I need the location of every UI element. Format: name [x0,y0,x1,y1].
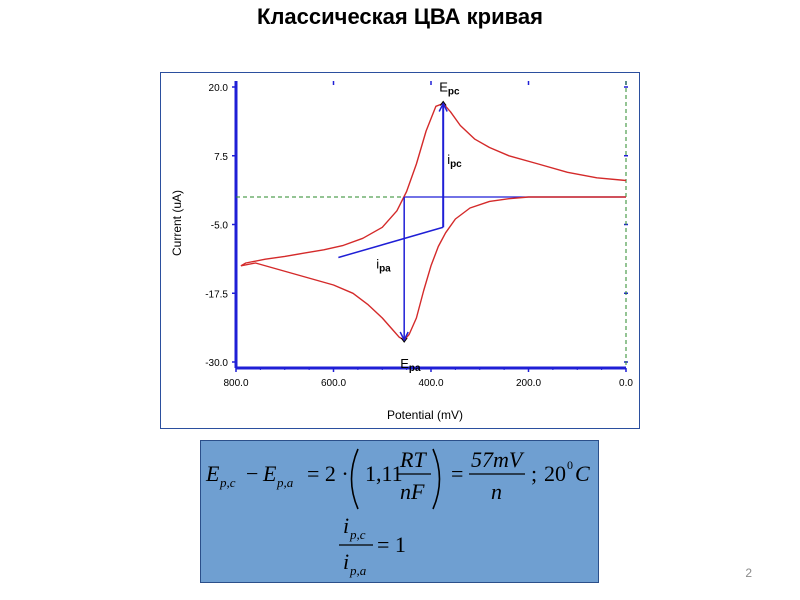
formula-frac1-den: nF [400,479,425,504]
series-layer [240,102,627,341]
chart-frame: 20.0 7.5 -5.0 -17.5 -30.0 800.0 600.0 400.0 200.… [160,72,640,429]
page-number: 2 [745,566,752,580]
formula-coef: 1,11 [365,461,403,486]
guide-lines [236,81,627,368]
annotation-e-pc: Epc [439,80,460,98]
formula-eq1: = 2 · [307,461,349,486]
formula-minus: − [246,461,258,486]
cv-chart: 20.0 7.5 -5.0 -17.5 -30.0 800.0 600.0 400.0 200.… [170,80,633,423]
annotation-i-pa: ipa [376,257,391,275]
ratio-den-sub: p,a [349,563,367,578]
paren-right [432,448,441,510]
formula-e-pc: E [205,461,220,486]
ratio-den: i [343,549,349,574]
y-axis-label: Current (uA) [170,190,184,256]
ipa-arrowhead [399,331,409,342]
formula-semicolon: ; [531,461,537,486]
y-tick-label: 7.5 [214,152,228,163]
x-axis-label: Potential (mV) [387,408,463,422]
y-tick-label: -5.0 [211,221,229,232]
cathodic-baseline [338,226,444,259]
formula-frac2-num: 57mV [471,447,525,472]
epa-marker [400,337,408,343]
formula-temp-unit: C [575,461,590,486]
ratio-num: i [343,513,349,538]
x-tick-label: 200.0 [516,378,541,389]
series-line-1 [240,102,627,267]
formula-e-pa: E [262,461,277,486]
ratio-eq: = 1 [377,532,406,557]
annotation-marks: Epc ipc ipa Epa [376,80,462,375]
formula-svg: E p,c − E p,a = 2 · 1,11 RT nF = 57mV n … [205,447,590,578]
annotation-i-pc: ipc [447,152,462,170]
formula-frac1-num: RT [399,447,427,472]
paren-left [350,448,359,510]
formula-frac2-den: n [491,479,502,504]
y-tick-label: -30.0 [205,358,228,369]
epc-marker [439,100,447,106]
formula-box: E p,c − E p,a = 2 · 1,11 RT nF = 57mV n … [200,440,599,583]
ipc-arrowhead [438,101,448,112]
chart-axes: 20.0 7.5 -5.0 -17.5 -30.0 800.0 600.0 400.0 200.… [205,81,633,389]
formula-e-pa-sub: p,a [276,475,294,490]
x-tick-label: 400.0 [418,378,443,389]
series-line-2 [240,196,626,341]
formula-e-pc-sub: p,c [219,475,236,490]
x-tick-label: 800.0 [223,378,248,389]
ratio-num-sub: p,c [349,527,366,542]
annotation-e-pa: Epa [400,356,421,374]
y-tick-label: -17.5 [205,289,228,300]
formula-temp-sup: 0 [567,458,573,472]
formula-temp: 20 [544,461,566,486]
slide-title: Классическая ЦВА кривая [257,4,543,29]
y-tick-label: 20.0 [209,83,229,94]
formula-eq2: = [451,461,463,486]
x-tick-label: 0.0 [619,378,633,389]
x-tick-label: 600.0 [321,378,346,389]
